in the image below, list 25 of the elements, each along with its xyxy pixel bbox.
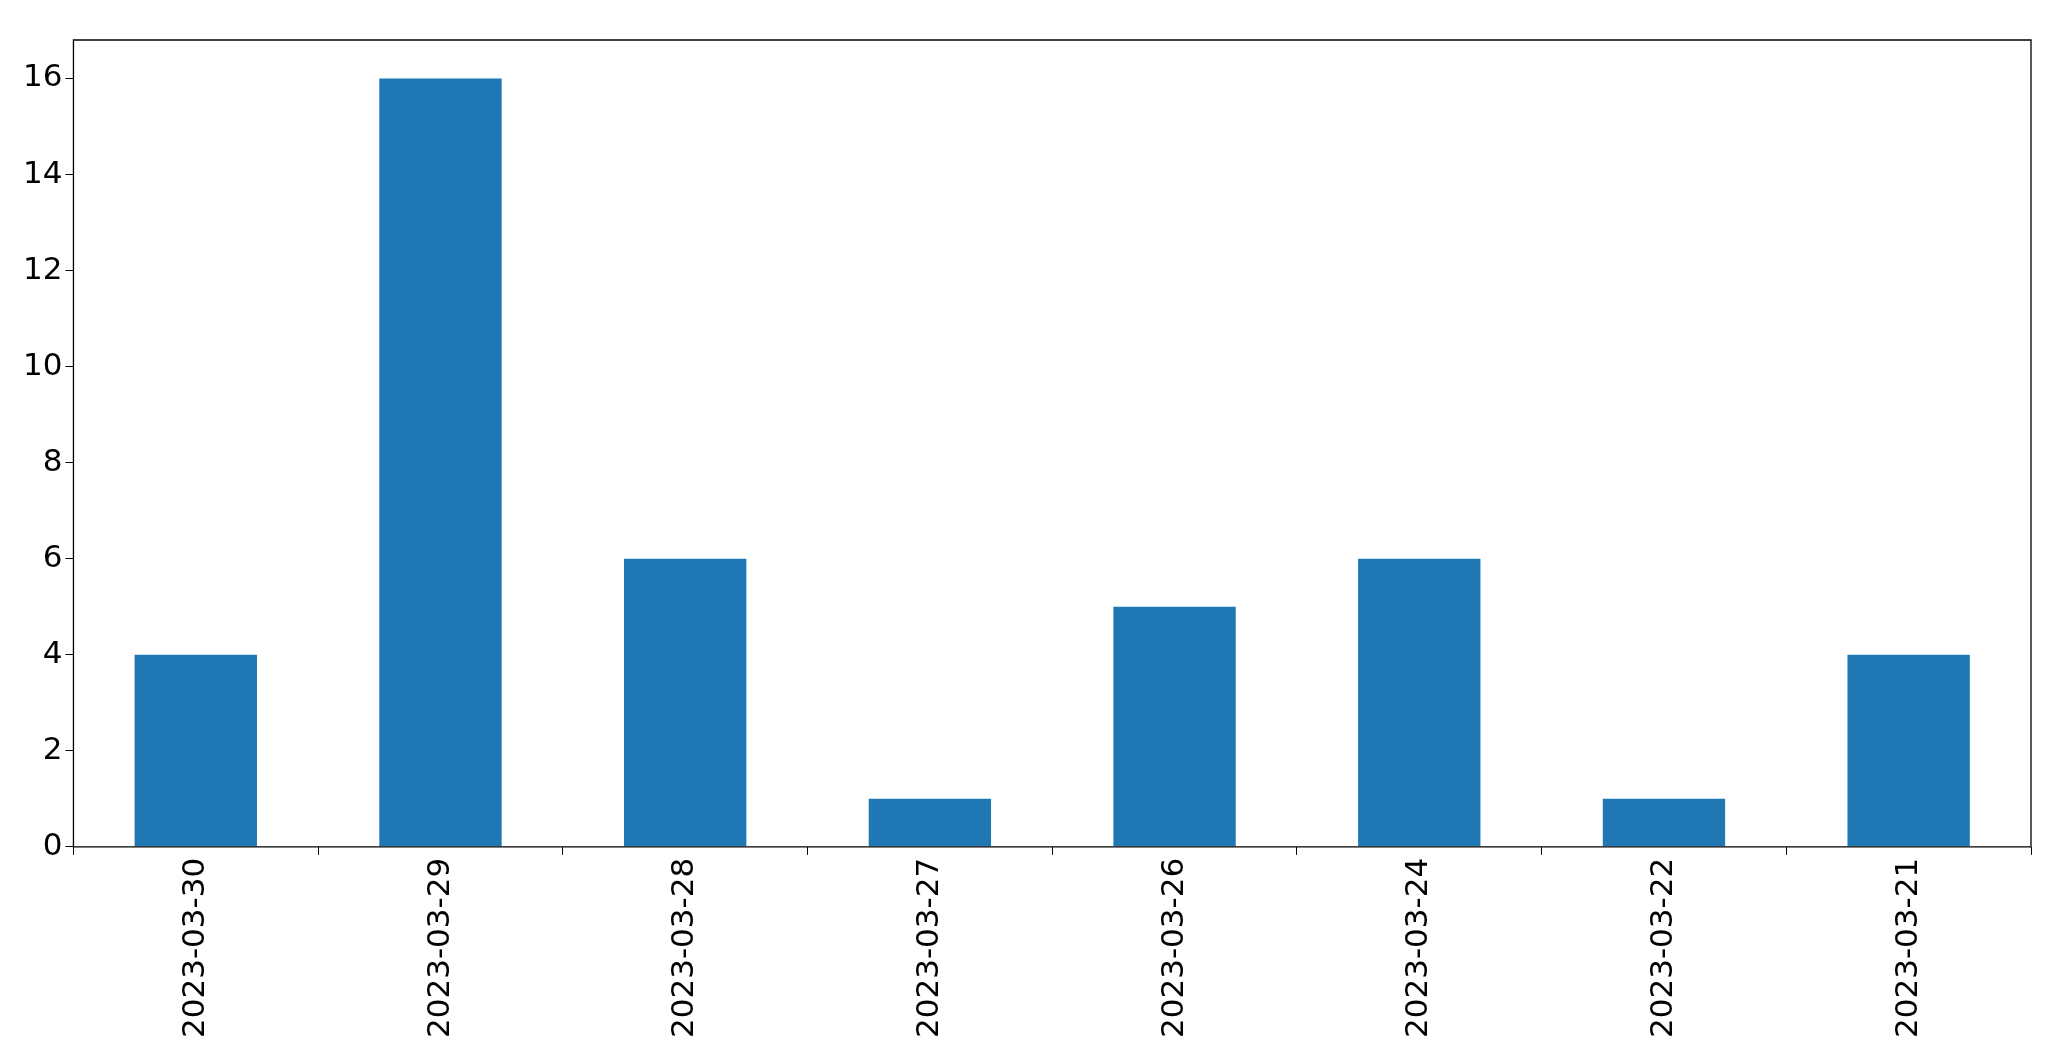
x-tick-label: 2023-03-30	[174, 857, 211, 1039]
y-tick-label: 8	[42, 441, 63, 478]
bar	[1847, 654, 1970, 847]
bar	[134, 654, 257, 847]
bar	[1113, 606, 1236, 847]
bar	[379, 78, 502, 847]
y-tick-label: 6	[42, 537, 63, 574]
x-tick-label: 2023-03-28	[664, 857, 701, 1039]
x-tick-label: 2023-03-29	[419, 857, 456, 1039]
x-tick-label: 2023-03-21	[1887, 857, 1924, 1039]
y-tick-label: 4	[42, 633, 63, 670]
y-tick-label: 10	[22, 345, 63, 382]
bar	[1358, 558, 1481, 847]
bar	[1602, 798, 1726, 847]
y-tick-label: 12	[22, 249, 63, 286]
y-tick-label: 16	[22, 57, 63, 94]
x-tick-label: 2023-03-22	[1643, 857, 1680, 1039]
x-tick-label: 2023-03-24	[1398, 857, 1435, 1039]
y-tick-label: 2	[42, 729, 63, 766]
x-tick-label: 2023-03-27	[908, 857, 945, 1039]
x-tick-label: 2023-03-26	[1153, 857, 1190, 1039]
y-tick-label: 14	[22, 153, 63, 190]
bar	[868, 798, 992, 847]
bar	[624, 558, 747, 847]
y-tick-label: 0	[42, 825, 63, 862]
